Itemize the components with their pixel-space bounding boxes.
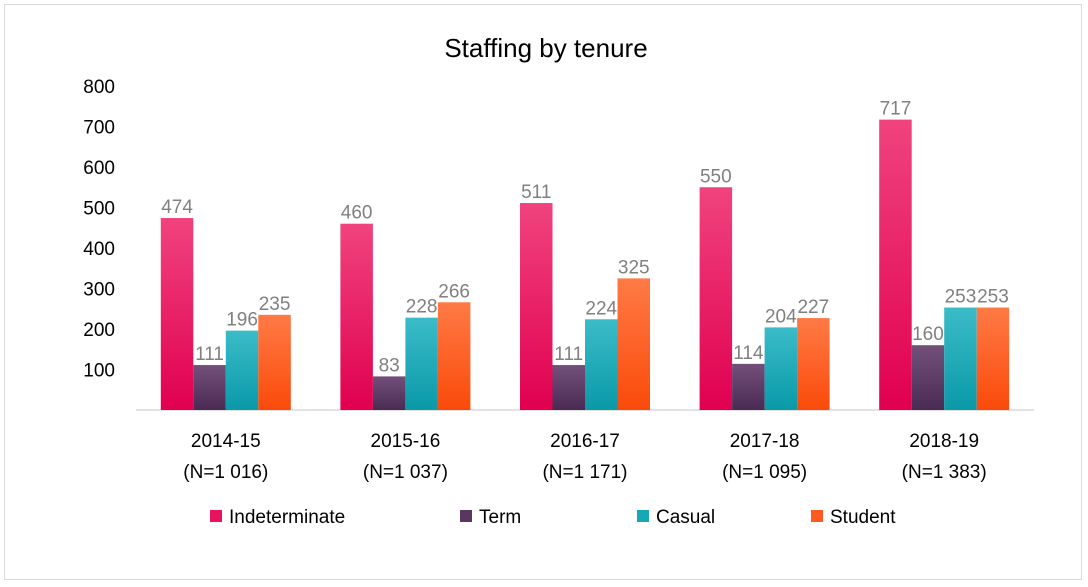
bar-series-group — [160, 119, 1010, 411]
y-tick-label: 600 — [83, 158, 115, 179]
bar-casual-2014-15 — [225, 330, 259, 410]
bar-term-2014-15 — [193, 365, 226, 410]
bar-student-2015-16 — [437, 302, 471, 410]
x-tick-sublabel: (N=1 037) — [363, 462, 448, 483]
legend-swatch-casual — [637, 510, 649, 522]
legend-label-student: Student — [830, 507, 896, 528]
data-label-student-2014-15: 235 — [259, 294, 291, 315]
y-tick-label: 500 — [83, 199, 115, 220]
y-tick-label: 200 — [83, 320, 115, 341]
y-tick-label: 300 — [83, 280, 115, 301]
bar-indeterminate-2017-18 — [699, 187, 733, 410]
bar-indeterminate-2015-16 — [340, 223, 373, 410]
x-tick-label: 2015-16 — [371, 431, 441, 452]
bar-term-2018-19 — [911, 345, 945, 410]
x-tick-label: 2016-17 — [550, 431, 620, 452]
data-label-indeterminate-2016-17: 511 — [521, 182, 551, 203]
bar-student-2017-18 — [797, 318, 830, 410]
y-tick-label: 800 — [83, 77, 115, 98]
bar-indeterminate-2016-17 — [520, 203, 553, 410]
y-axis: 100 200 300 400 500 600 700 800 — [83, 77, 115, 382]
data-label-term-2015-16: 83 — [379, 355, 400, 376]
data-label-student-2017-18: 227 — [797, 297, 829, 318]
bar-student-2016-17 — [617, 278, 650, 410]
x-tick-sublabel: (N=1 383) — [902, 462, 987, 483]
x-tick-label: 2018-19 — [909, 431, 979, 452]
legend-label-indeterminate: Indeterminate — [229, 507, 345, 528]
data-label-casual-2016-17: 224 — [585, 298, 617, 319]
bar-casual-2016-17 — [585, 319, 618, 410]
legend-label-casual: Casual — [656, 507, 715, 528]
bar-term-2017-18 — [732, 363, 765, 410]
y-tick-label: 700 — [83, 118, 115, 139]
y-tick-label: 400 — [83, 239, 115, 260]
bar-student-2014-15 — [258, 314, 291, 410]
legend-swatch-indeterminate — [210, 510, 222, 522]
x-tick-sublabel: (N=1 171) — [542, 462, 627, 483]
bar-indeterminate-2018-19 — [879, 119, 912, 411]
data-label-term-2016-17: 111 — [554, 344, 583, 365]
data-label-term-2017-18: 114 — [733, 343, 764, 364]
legend-swatch-term — [460, 510, 472, 522]
legend-swatch-student — [811, 510, 823, 522]
data-label-casual-2018-19: 253 — [945, 287, 977, 308]
legend: Indeterminate Term Casual Student — [210, 507, 896, 528]
x-tick-label: 2017-18 — [730, 431, 800, 452]
bar-term-2016-17 — [552, 365, 585, 410]
x-tick-label: 2014-15 — [191, 431, 261, 452]
bar-indeterminate-2014-15 — [160, 218, 194, 410]
data-labels-group: 4741111962354608322826651111122432555011… — [161, 99, 1009, 377]
y-tick-label: 100 — [83, 361, 115, 382]
x-axis-labels: 2014-15 (N=1 016) 2015-16 (N=1 037) 2016-17 (… — [183, 431, 986, 483]
data-label-indeterminate-2014-15: 474 — [161, 197, 193, 218]
x-tick-sublabel: (N=1 095) — [722, 462, 807, 483]
bar-chart: Staffing by tenure 100 200 300 400 500 600 700… — [83, 33, 1034, 528]
chart-title: Staffing by tenure — [444, 33, 647, 63]
legend-label-term: Term — [479, 507, 521, 528]
data-label-student-2016-17: 325 — [618, 257, 650, 278]
bar-student-2018-19 — [976, 307, 1010, 410]
data-label-student-2015-16: 266 — [438, 281, 470, 302]
data-label-term-2014-15: 111 — [195, 344, 224, 365]
data-label-casual-2017-18: 204 — [765, 306, 797, 327]
data-label-term-2018-19: 160 — [912, 324, 944, 345]
bar-casual-2017-18 — [764, 327, 798, 410]
chart-frame: Staffing by tenure 100 200 300 400 500 600 700… — [4, 4, 1082, 580]
data-label-casual-2015-16: 228 — [406, 297, 438, 318]
data-label-casual-2014-15: 196 — [226, 310, 258, 331]
x-tick-sublabel: (N=1 016) — [183, 462, 268, 483]
data-label-indeterminate-2017-18: 550 — [700, 166, 732, 187]
data-label-indeterminate-2015-16: 460 — [341, 203, 373, 224]
data-label-indeterminate-2018-19: 717 — [880, 99, 912, 120]
bar-term-2015-16 — [372, 376, 406, 410]
bar-casual-2015-16 — [405, 317, 438, 410]
data-label-student-2018-19: 253 — [977, 287, 1009, 308]
bar-casual-2018-19 — [944, 307, 977, 410]
